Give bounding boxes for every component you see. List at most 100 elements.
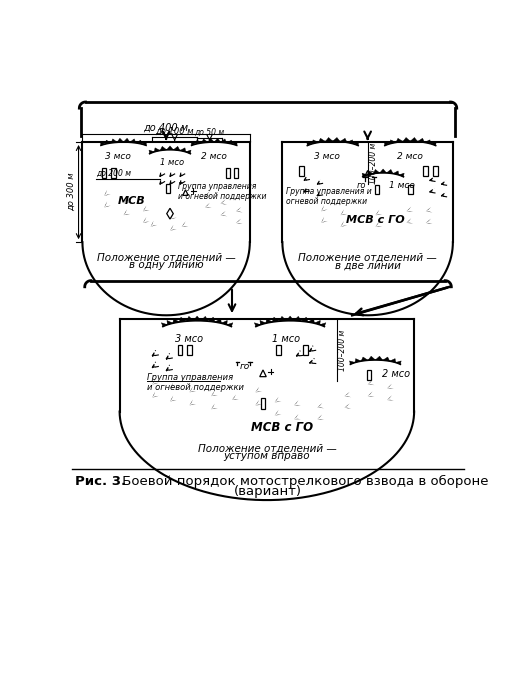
Polygon shape [386,170,393,173]
Text: 100–200 м: 100–200 м [369,143,378,184]
Polygon shape [353,142,359,145]
Polygon shape [189,400,196,405]
Polygon shape [205,203,212,208]
Polygon shape [151,221,157,227]
Text: в две линии: в две линии [335,260,401,270]
Text: МСВ: МСВ [117,196,145,205]
Polygon shape [149,150,154,154]
Polygon shape [232,142,237,145]
Text: Положение отделений —: Положение отделений — [298,253,437,262]
Polygon shape [255,387,262,393]
Polygon shape [136,140,141,144]
Polygon shape [321,217,328,223]
Polygon shape [395,361,401,364]
Text: 1 мсо: 1 мсо [389,181,415,190]
Polygon shape [143,205,150,212]
Polygon shape [130,139,136,143]
Polygon shape [266,319,272,323]
Bar [111,168,116,178]
Bar [434,166,438,176]
Polygon shape [319,139,325,143]
Polygon shape [191,142,196,145]
Polygon shape [189,386,196,393]
Text: Группа управления
и огневой поддержки: Группа управления и огневой поддержки [178,182,266,201]
Polygon shape [215,319,221,323]
Polygon shape [111,139,117,143]
Bar [178,345,183,356]
Polygon shape [294,414,301,419]
Polygon shape [174,146,180,150]
Polygon shape [275,410,281,416]
Polygon shape [160,146,167,150]
Bar [374,185,379,194]
Polygon shape [406,207,413,212]
Polygon shape [104,201,111,207]
Polygon shape [236,207,243,212]
Polygon shape [179,317,186,322]
Polygon shape [254,323,260,326]
Text: Положение отделений —: Положение отделений — [97,253,235,262]
Polygon shape [308,319,314,323]
Polygon shape [202,139,208,143]
Polygon shape [186,317,194,321]
Polygon shape [380,169,386,173]
Polygon shape [211,404,218,409]
Polygon shape [301,317,308,322]
Text: до 100 м: до 100 м [155,127,194,136]
Text: Группа управления и
огневой поддержки: Группа управления и огневой поддержки [286,187,372,206]
Polygon shape [214,139,221,142]
Polygon shape [387,395,394,400]
Polygon shape [143,217,150,223]
Text: до 300 м: до 300 м [67,173,76,212]
Text: уступом вправо: уступом вправо [223,451,310,461]
Polygon shape [152,392,158,397]
Polygon shape [201,317,208,321]
Text: МСВ с ГО: МСВ с ГО [346,215,405,225]
Polygon shape [272,317,279,322]
Text: 100–200 м: 100–200 м [338,329,347,370]
Polygon shape [368,380,374,385]
Bar [260,398,265,409]
Polygon shape [406,218,413,223]
Bar [367,370,371,380]
Polygon shape [340,139,347,143]
Bar [303,345,308,356]
Polygon shape [170,383,177,388]
Polygon shape [344,392,351,397]
Polygon shape [221,139,226,143]
Polygon shape [181,221,188,227]
Polygon shape [307,142,312,145]
Polygon shape [170,213,177,219]
Polygon shape [221,320,228,324]
Polygon shape [196,140,202,144]
Polygon shape [425,140,430,144]
Polygon shape [403,138,410,141]
Text: Положение отделений —: Положение отделений — [198,443,336,454]
Polygon shape [294,400,301,405]
Polygon shape [396,139,403,143]
Polygon shape [226,140,232,144]
Polygon shape [123,209,130,215]
Polygon shape [154,148,160,152]
Polygon shape [355,358,361,363]
Polygon shape [106,140,111,144]
Text: Рис. 3.: Рис. 3. [75,475,126,488]
Polygon shape [279,317,287,321]
Polygon shape [368,391,374,397]
Bar [424,166,428,176]
Polygon shape [205,191,212,196]
Polygon shape [186,150,191,154]
Bar [102,168,107,178]
Polygon shape [384,142,390,145]
Text: 2 мсо: 2 мсо [201,152,227,161]
Polygon shape [373,170,380,173]
Polygon shape [383,357,390,361]
Polygon shape [275,397,281,402]
Polygon shape [100,142,106,145]
Polygon shape [361,357,368,361]
Polygon shape [208,139,214,142]
Text: (вариант): (вариант) [234,486,302,498]
Text: до 50 м: до 50 м [195,127,224,136]
Polygon shape [399,173,404,177]
Polygon shape [167,320,173,324]
